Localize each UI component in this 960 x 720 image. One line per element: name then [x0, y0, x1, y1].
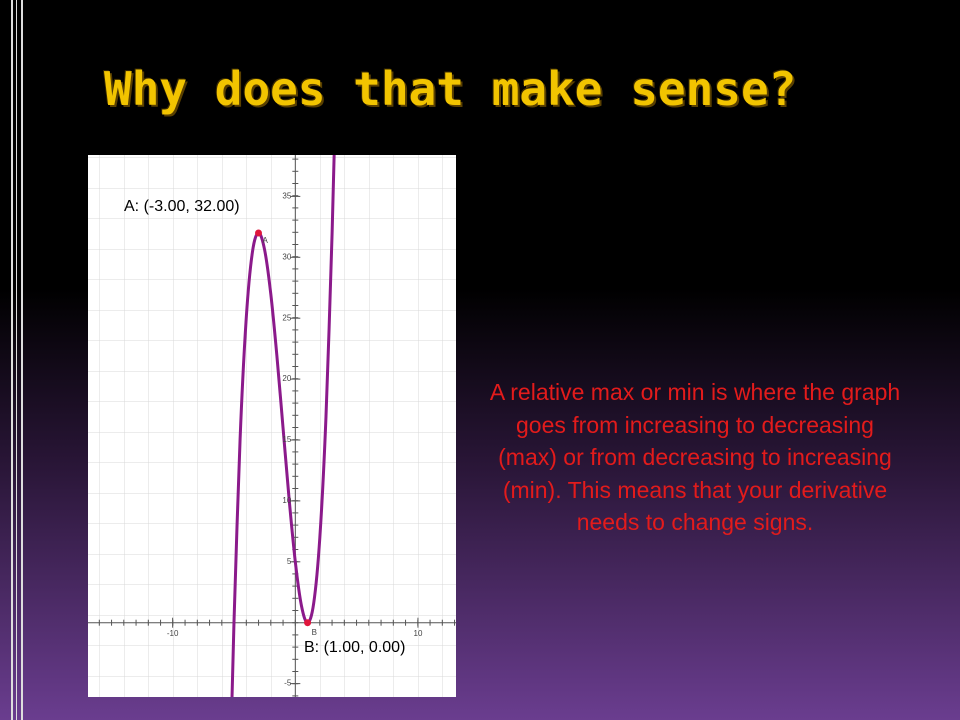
point-label: B: (1.00, 0.00) [304, 639, 405, 656]
y-tick-label: -5 [284, 679, 292, 688]
point [304, 619, 312, 627]
border-line [16, 0, 17, 720]
point [255, 229, 263, 237]
answer-text: A relative max or min is where the graph… [489, 379, 901, 535]
grid [88, 155, 456, 697]
point-name: B [312, 628, 317, 637]
y-tick-label: 30 [282, 252, 291, 261]
y-tick-label: 25 [282, 313, 291, 322]
slide-title: Why does that make sense? [104, 62, 797, 116]
question-text: So back to the question…Why does the fac… [494, 147, 900, 238]
function-curve [230, 155, 336, 697]
y-tick-label: 5 [287, 557, 292, 566]
y-tick-label: 20 [282, 374, 291, 383]
y-tick-label: 35 [282, 192, 291, 201]
graph: -10 10 -5 5 10 15 20 25 30 35 A A: (-3.00, 32.00) BB… [88, 155, 456, 697]
x-tick-label: 10 [414, 629, 423, 638]
point-name: A [263, 236, 269, 245]
y-tick-label: 15 [282, 435, 291, 444]
x-tick-label: -10 [167, 629, 179, 638]
y-tick-label: 10 [282, 496, 291, 505]
point-label: A: (-3.00, 32.00) [124, 198, 240, 215]
border-line [11, 0, 13, 720]
border-line [21, 0, 23, 720]
